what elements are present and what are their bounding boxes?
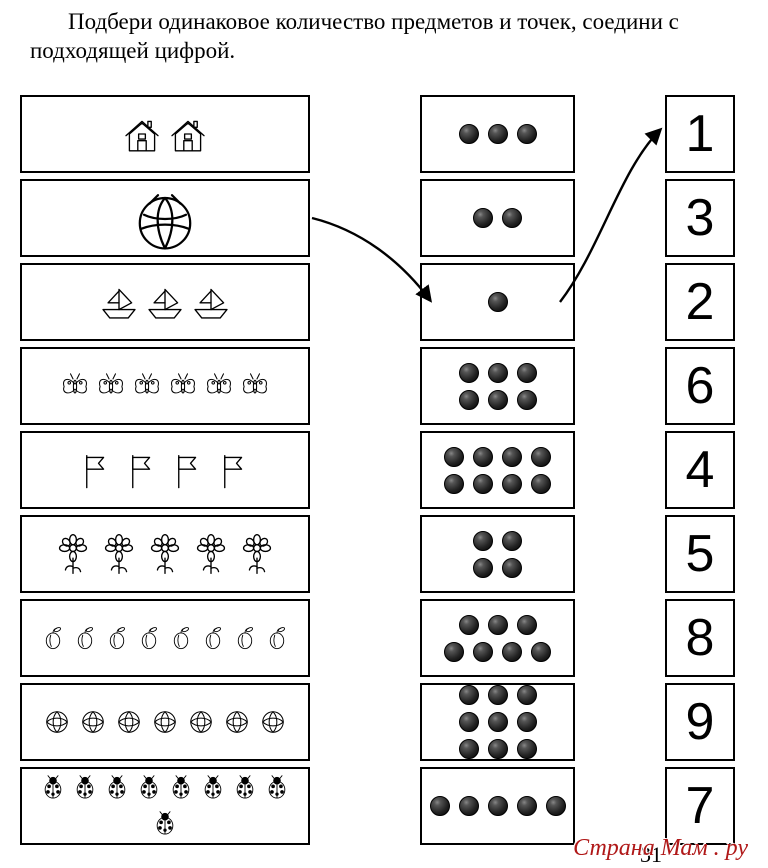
dots-cell-3: [420, 95, 575, 173]
number-cell-8: 8: [665, 599, 735, 677]
dot-icon: [502, 208, 522, 228]
dot-icon: [488, 739, 508, 759]
dot-icon: [531, 474, 551, 494]
dot-icon: [517, 712, 537, 732]
dots-cell-4: [420, 515, 575, 593]
number-cell-4: 4: [665, 431, 735, 509]
object-cell-balls: [20, 683, 310, 761]
dot-icon: [473, 474, 493, 494]
dot-icon: [517, 685, 537, 705]
dot-icon: [473, 447, 493, 467]
dot-icon: [459, 796, 479, 816]
object-cell-butterflies: [20, 347, 310, 425]
dot-icon: [488, 712, 508, 732]
dot-icon: [459, 124, 479, 144]
object-cell-flowers: [20, 515, 310, 593]
dot-icon: [517, 739, 537, 759]
watermark-text: Страна Мам . ру: [573, 835, 748, 862]
dots-cell-9: [420, 683, 575, 761]
dot-icon: [459, 712, 479, 732]
dot-icon: [444, 642, 464, 662]
dot-icon: [473, 558, 493, 578]
dot-icon: [502, 642, 522, 662]
number-cell-6: 6: [665, 347, 735, 425]
dot-icon: [488, 615, 508, 635]
number-cell-7: 7: [665, 767, 735, 845]
dots-cell-6: [420, 347, 575, 425]
number-cell-5: 5: [665, 515, 735, 593]
instruction-text: Подбери одинаковое количество предметов …: [30, 8, 748, 66]
object-cell-flags: [20, 431, 310, 509]
number-cell-9: 9: [665, 683, 735, 761]
dot-icon: [459, 363, 479, 383]
number-cell-1: 1: [665, 95, 735, 173]
dot-icon: [488, 363, 508, 383]
dot-icon: [546, 796, 566, 816]
number-cell-2: 2: [665, 263, 735, 341]
object-cell-cabbage: [20, 179, 310, 257]
worksheet-page: { "instruction": "Подбери одинаковое кол…: [0, 0, 768, 868]
objects-column: [20, 95, 310, 851]
dots-column: [420, 95, 575, 851]
dot-icon: [502, 531, 522, 551]
object-cell-boats: [20, 263, 310, 341]
dot-icon: [444, 447, 464, 467]
dot-icon: [531, 642, 551, 662]
dot-icon: [459, 739, 479, 759]
dot-icon: [502, 558, 522, 578]
dot-icon: [502, 474, 522, 494]
object-cell-ladybugs: [20, 767, 310, 845]
arrow-dot1-to-num1: [560, 130, 660, 302]
numbers-column: 132645897: [665, 95, 735, 851]
dots-cell-8: [420, 431, 575, 509]
object-cell-plums: [20, 599, 310, 677]
dot-icon: [459, 685, 479, 705]
dot-icon: [517, 796, 537, 816]
dot-icon: [517, 363, 537, 383]
dot-icon: [488, 124, 508, 144]
dot-icon: [444, 474, 464, 494]
dot-icon: [473, 208, 493, 228]
dot-icon: [488, 390, 508, 410]
dot-icon: [502, 447, 522, 467]
number-cell-3: 3: [665, 179, 735, 257]
dot-icon: [517, 615, 537, 635]
dots-cell-5: [420, 767, 575, 845]
dot-icon: [488, 796, 508, 816]
dot-icon: [430, 796, 450, 816]
dots-cell-2: [420, 179, 575, 257]
dots-cell-7: [420, 599, 575, 677]
dots-cell-1: [420, 263, 575, 341]
dot-icon: [473, 642, 493, 662]
dot-icon: [517, 124, 537, 144]
dot-icon: [517, 390, 537, 410]
object-cell-houses: [20, 95, 310, 173]
dot-icon: [488, 685, 508, 705]
dot-icon: [459, 615, 479, 635]
dot-icon: [488, 292, 508, 312]
dot-icon: [459, 390, 479, 410]
arrow-cabbage-to-dot1: [312, 218, 430, 300]
dot-icon: [531, 447, 551, 467]
dot-icon: [473, 531, 493, 551]
